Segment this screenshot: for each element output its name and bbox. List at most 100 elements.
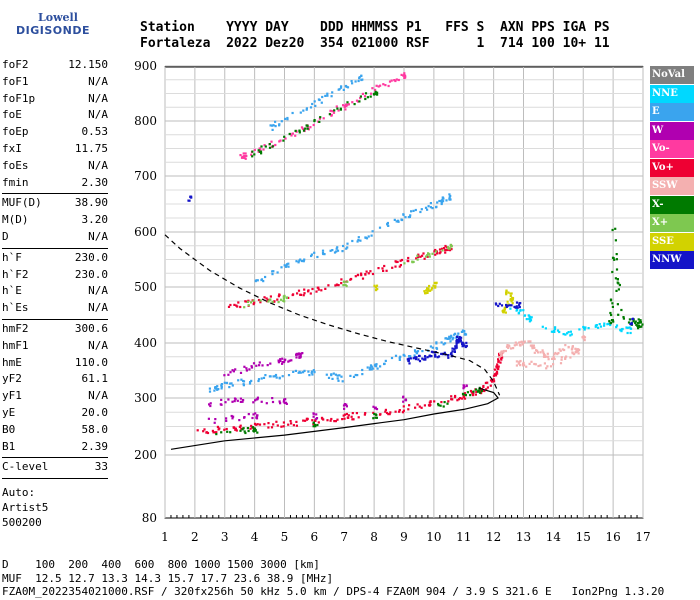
echo-point xyxy=(397,78,400,82)
echo-point xyxy=(394,410,397,413)
echo-point xyxy=(622,316,625,319)
echo-point xyxy=(211,429,214,432)
echo-point xyxy=(564,333,567,336)
echo-point xyxy=(256,396,259,399)
echo-point xyxy=(433,281,436,284)
legend-item-nne: NNE xyxy=(650,84,694,103)
echo-point xyxy=(431,286,434,290)
echo-point xyxy=(343,417,346,420)
echo-point xyxy=(598,323,601,326)
echo-point xyxy=(279,402,282,405)
echo-point xyxy=(334,420,337,423)
echo-point xyxy=(355,99,359,102)
echo-point xyxy=(424,255,428,258)
echo-point xyxy=(402,400,405,403)
echo-point xyxy=(395,78,398,81)
echo-point xyxy=(423,290,426,293)
echo-point xyxy=(612,320,615,323)
echo-point xyxy=(636,324,639,327)
echo-point xyxy=(294,134,297,137)
echo-point xyxy=(615,253,618,256)
echo-point xyxy=(429,400,432,403)
echo-point xyxy=(295,424,298,427)
echo-point xyxy=(371,272,375,276)
echo-point xyxy=(330,374,333,377)
echo-point xyxy=(279,139,282,142)
echo-point xyxy=(612,257,615,260)
echo-point xyxy=(263,144,266,147)
echo-point xyxy=(507,291,510,294)
echo-point xyxy=(546,365,549,368)
echo-point xyxy=(254,399,257,402)
echo-point xyxy=(514,306,517,309)
echo-point xyxy=(271,397,274,400)
echo-point xyxy=(258,364,261,367)
echo-point xyxy=(429,202,432,205)
echo-point xyxy=(284,137,287,140)
echo-point xyxy=(342,284,345,287)
echo-point xyxy=(518,341,521,344)
echo-point xyxy=(311,419,314,422)
echo-point xyxy=(366,96,369,99)
echo-point xyxy=(282,297,285,300)
echo-point xyxy=(501,356,504,359)
echo-point xyxy=(387,224,390,227)
echo-point xyxy=(447,247,450,250)
echo-point xyxy=(271,128,274,131)
echo-point xyxy=(245,300,248,303)
echo-point xyxy=(357,79,360,83)
echo-point xyxy=(517,362,520,365)
echo-point xyxy=(527,314,530,317)
echo-point xyxy=(257,298,261,302)
echo-point xyxy=(384,84,387,87)
echo-point xyxy=(424,358,427,361)
echo-point xyxy=(259,301,262,304)
echo-point xyxy=(547,355,550,358)
echo-point xyxy=(398,265,401,268)
echo-point xyxy=(504,349,507,353)
echo-point xyxy=(330,417,333,421)
echo-point xyxy=(208,403,211,406)
echo-point xyxy=(295,420,298,423)
echo-point xyxy=(216,385,219,388)
param-value: 3.20 xyxy=(81,213,109,227)
echo-point xyxy=(269,124,272,127)
echo-point xyxy=(523,314,526,317)
echo-point xyxy=(486,386,489,389)
echo-point xyxy=(412,209,415,212)
echo-point xyxy=(459,397,462,400)
echo-point xyxy=(379,84,382,87)
legend-item-noval: NoVal xyxy=(650,66,694,84)
echo-point xyxy=(314,104,317,107)
param-row-d: D N/A xyxy=(2,230,108,247)
echo-point xyxy=(256,431,259,434)
echo-point xyxy=(499,354,503,357)
echo-point xyxy=(445,248,449,252)
echo-point xyxy=(263,423,266,426)
echo-point xyxy=(622,317,625,320)
echo-point xyxy=(455,340,458,343)
echo-point xyxy=(516,306,519,309)
echo-point xyxy=(262,376,266,379)
echo-point xyxy=(307,289,310,292)
echo-point xyxy=(414,406,417,409)
echo-point xyxy=(290,134,293,137)
echo-point xyxy=(441,198,444,201)
echo-point xyxy=(342,104,345,107)
echo-point xyxy=(469,389,472,393)
echo-point xyxy=(265,402,268,405)
echo-point xyxy=(336,418,339,421)
echo-point xyxy=(587,327,590,330)
echo-point xyxy=(499,352,502,355)
param-separator xyxy=(2,457,108,459)
echo-point xyxy=(440,199,443,202)
echo-point xyxy=(351,412,354,415)
echo-point xyxy=(243,365,246,368)
echo-point xyxy=(544,327,547,330)
param-row-m-d-: M(D) 3.20 xyxy=(2,213,108,230)
echo-point xyxy=(609,323,612,327)
param-label: h`F2 xyxy=(2,267,29,281)
echo-point xyxy=(426,356,429,359)
echo-point xyxy=(361,368,364,372)
echo-point xyxy=(298,131,301,134)
